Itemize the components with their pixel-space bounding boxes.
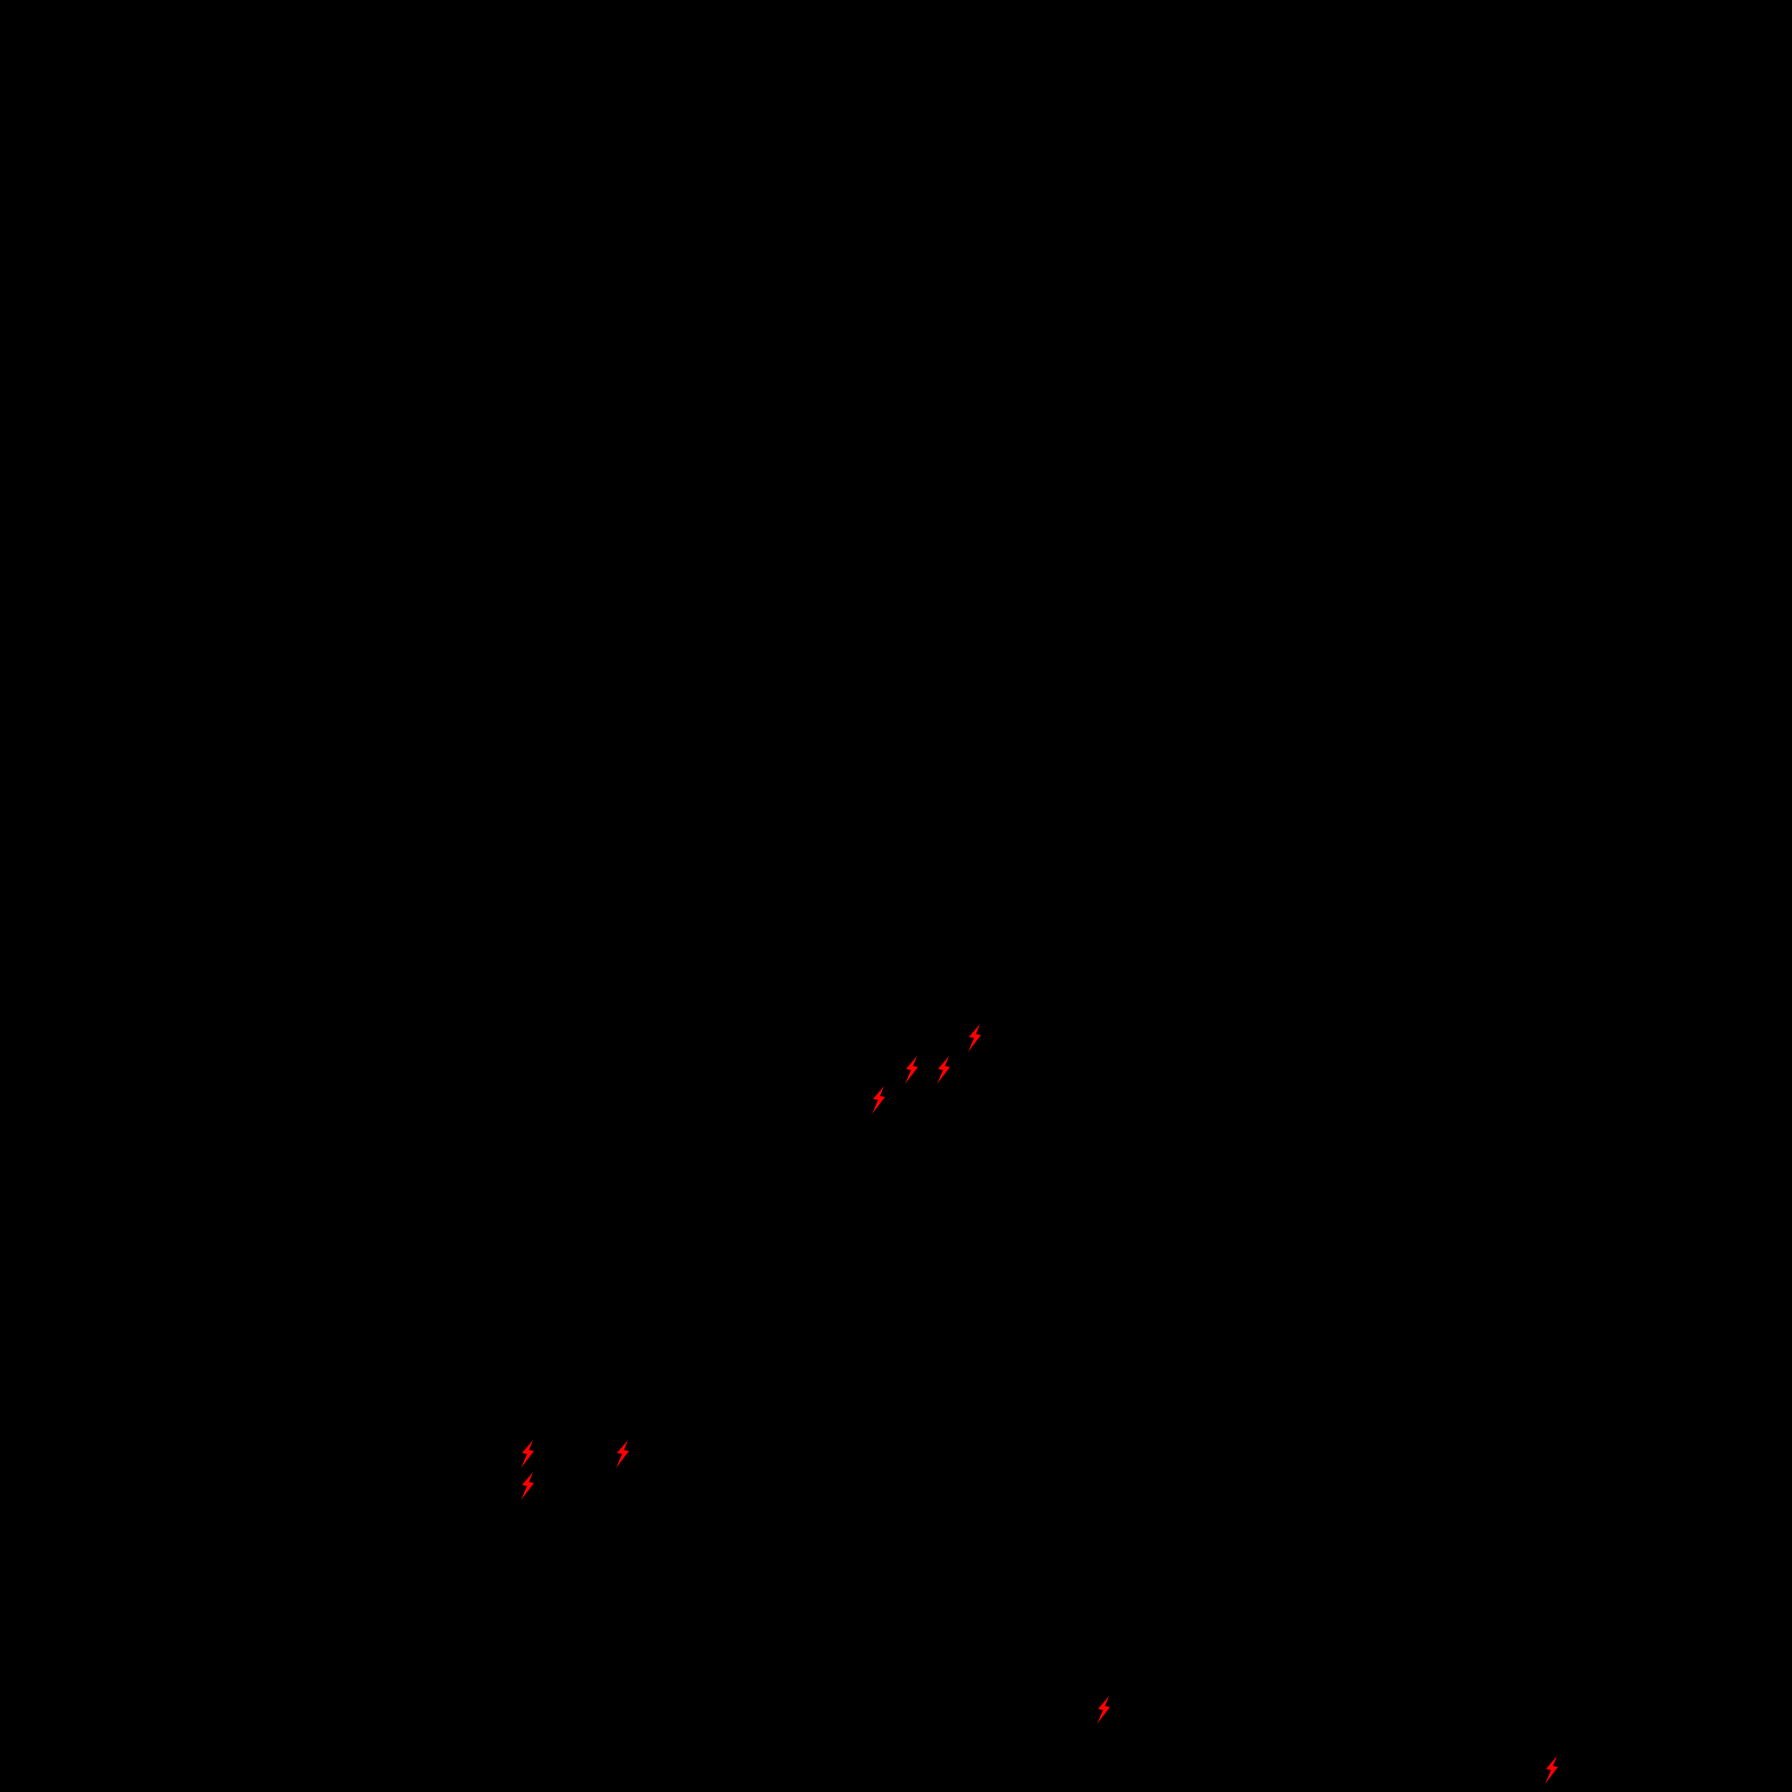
lightning-bolt-icon xyxy=(521,1472,535,1500)
lightning-bolt-icon xyxy=(872,1086,886,1114)
lightning-bolt-icon xyxy=(937,1056,951,1084)
lightning-bolt-icon xyxy=(521,1440,535,1468)
lightning-bolt-icon xyxy=(905,1056,919,1084)
lightning-bolt-icon xyxy=(1097,1696,1111,1724)
lightning-bolt-icon xyxy=(616,1440,630,1468)
lightning-bolt-icon xyxy=(968,1024,982,1052)
lightning-bolt-icon xyxy=(1545,1756,1559,1784)
